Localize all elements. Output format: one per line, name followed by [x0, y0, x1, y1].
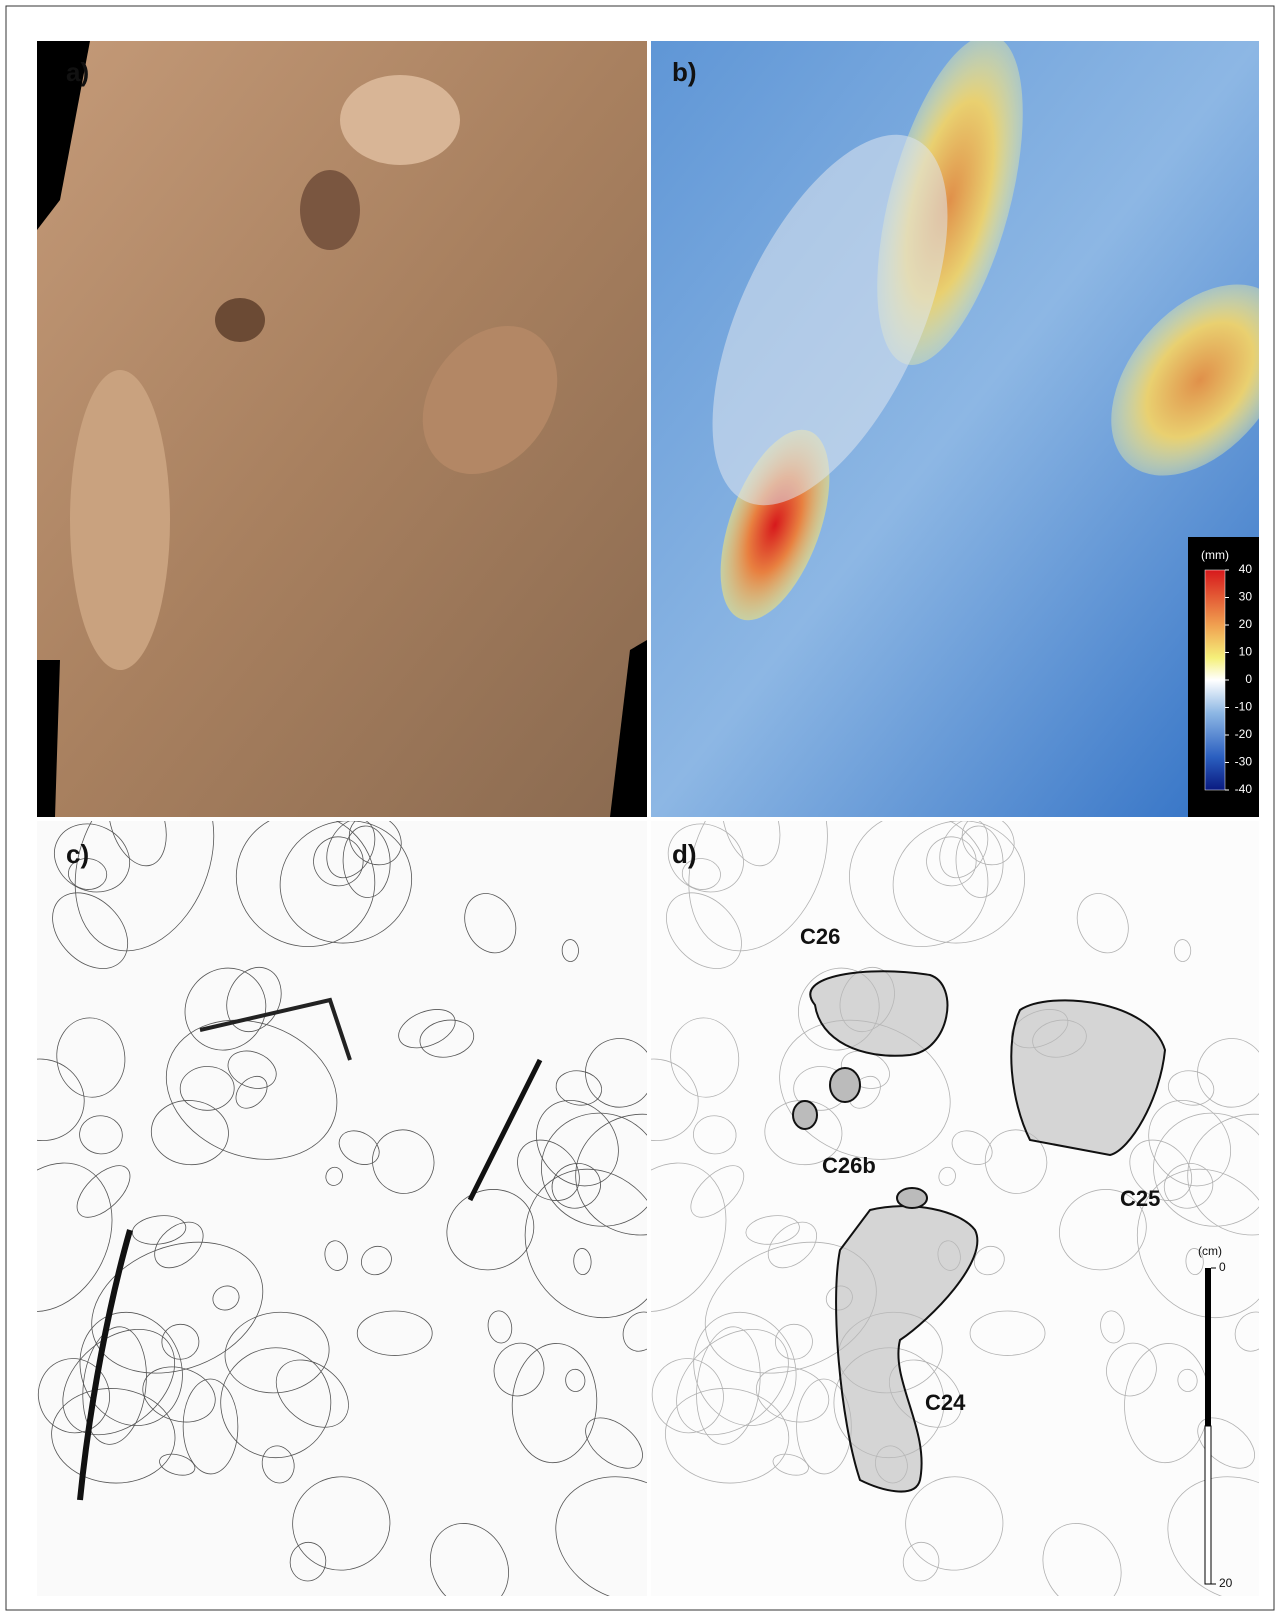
figure: a) b) (mm) 40 30 20 10 0 -10 -20 -30 -40 c) d) C…: [0, 0, 1280, 1616]
colorbar-tick-label: 30: [1239, 590, 1253, 604]
footprint-label: C25: [1120, 1186, 1160, 1211]
colorbar-title: (mm): [1201, 548, 1229, 562]
panel-label: b): [672, 57, 697, 87]
ridge: [70, 370, 170, 670]
rock: [340, 75, 460, 165]
scalebar-title: (cm): [1198, 1244, 1222, 1258]
panel-c: [0, 748, 720, 1616]
panel-label: c): [66, 839, 89, 869]
colorbar-tick-label: -30: [1235, 755, 1253, 769]
colorbar-tick-label: -10: [1235, 700, 1253, 714]
footprint-label: C26: [800, 924, 840, 949]
colorbar-tick-label: -20: [1235, 727, 1253, 741]
panel-a: [37, 41, 647, 817]
panel-d: [578, 748, 1280, 1616]
colorbar-tick-label: 0: [1245, 672, 1252, 686]
panel-b: [651, 20, 1280, 817]
colorbar-ramp: [1205, 570, 1225, 790]
colorbar-tick-label: 20: [1239, 617, 1253, 631]
contour-map: [651, 821, 1259, 1596]
scalebar-tick-label: 20: [1219, 1576, 1233, 1590]
scalebar-segment: [1205, 1426, 1211, 1584]
scalebar-tick-label: 0: [1219, 1260, 1226, 1274]
toe-print: [830, 1068, 860, 1102]
panel-label: a): [66, 57, 89, 87]
hole: [300, 170, 360, 250]
colorbar-tick-label: 40: [1239, 562, 1253, 576]
colorbar: (mm) 40 30 20 10 0 -10 -20 -30 -40: [1188, 537, 1259, 817]
footprint-label: C26b: [822, 1153, 876, 1178]
toe-print: [793, 1101, 817, 1129]
toe-print: [897, 1188, 927, 1208]
hole: [215, 298, 265, 342]
contour-map: [37, 821, 647, 1596]
colorbar-tick-label: -40: [1235, 782, 1253, 796]
footprint-label: C24: [925, 1390, 966, 1415]
colorbar-tick-label: 10: [1239, 645, 1253, 659]
scalebar-segment: [1205, 1268, 1211, 1426]
panel-label: d): [672, 839, 697, 869]
